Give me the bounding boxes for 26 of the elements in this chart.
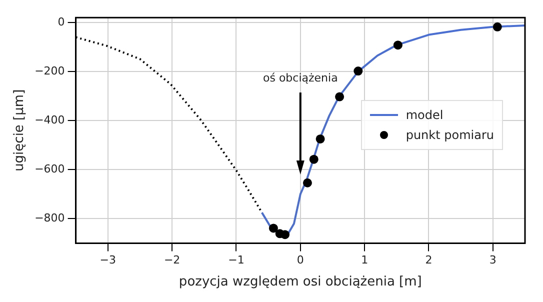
y-tick-label: −200 (34, 64, 65, 78)
x-tick-label: −3 (100, 254, 116, 267)
x-tick-label: 0 (296, 254, 304, 267)
x-tick-label: 2 (425, 254, 432, 267)
annotation: oś obciążenia (262, 71, 338, 84)
x-tick-label: −2 (164, 254, 180, 267)
point (492, 22, 502, 32)
legend-label: model (406, 107, 444, 124)
x-tick-label: 1 (361, 254, 368, 267)
x-tick-label: −1 (228, 254, 244, 267)
point (316, 134, 325, 144)
point (302, 178, 312, 188)
point (335, 92, 344, 102)
x-axis-title: pozycja względem osi obciążenia [m] (178, 274, 422, 290)
y-tick-label: −400 (34, 113, 65, 126)
point (309, 154, 318, 164)
x-tick-label: 3 (489, 254, 496, 267)
point (268, 224, 278, 233)
point (393, 40, 402, 50)
y-axis-title: ugięcie [µm] (12, 89, 28, 172)
point (280, 230, 290, 240)
legend-label: punkt pomiaru (406, 127, 494, 144)
y-tick-label: −800 (34, 212, 65, 225)
y-tick-label: 0 (58, 15, 65, 28)
point (354, 66, 363, 76)
y-tick-label: −600 (34, 162, 65, 176)
